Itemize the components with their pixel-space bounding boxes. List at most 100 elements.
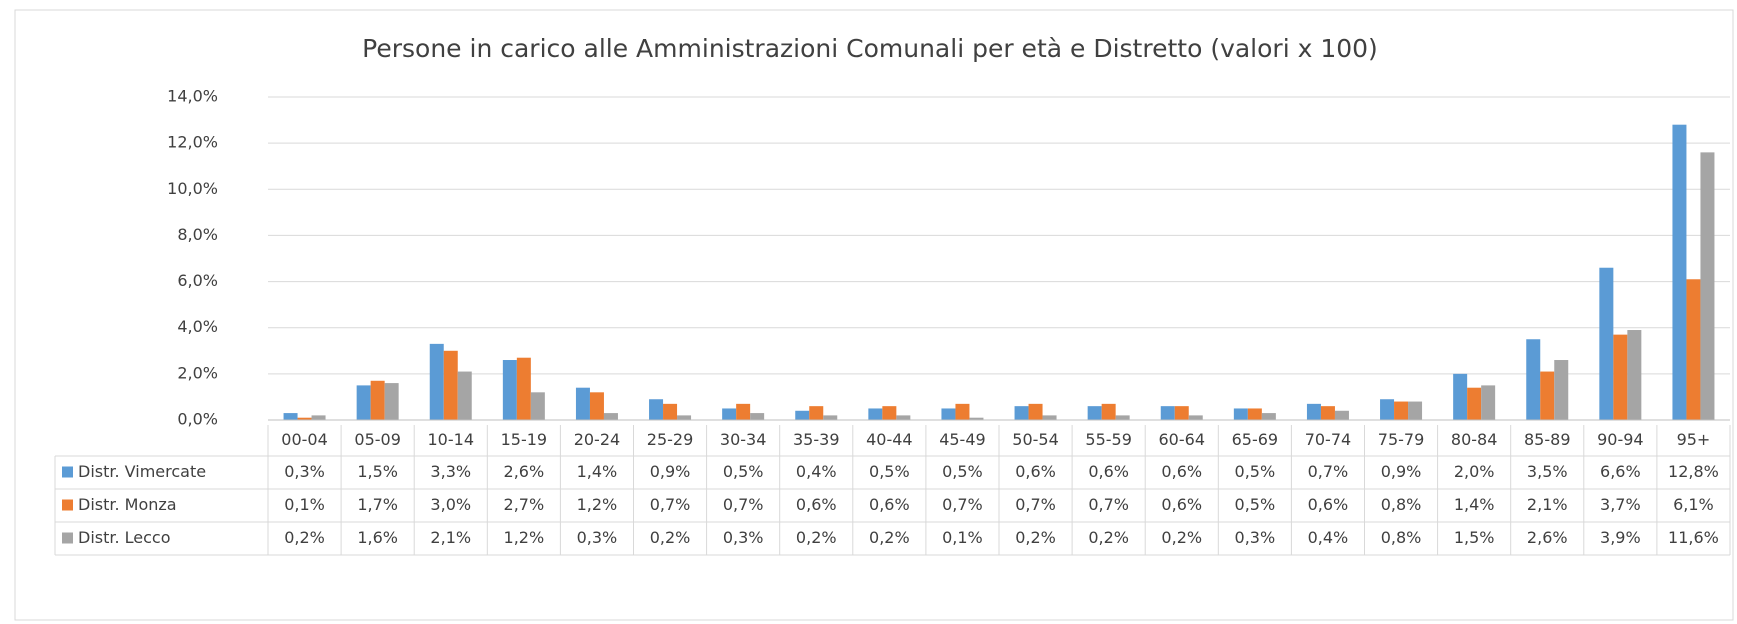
table-value: 0,7% [650, 495, 691, 514]
bar [429, 343, 444, 420]
bar [941, 408, 956, 420]
x-tick-label: 15-19 [501, 430, 548, 449]
legend-swatch [62, 466, 73, 478]
x-tick-label: 40-44 [866, 430, 913, 449]
bar [1247, 408, 1262, 420]
x-tick-label: 35-39 [793, 430, 840, 449]
y-tick-label: 4,0% [177, 317, 218, 336]
bar [882, 406, 897, 420]
bar [1174, 406, 1189, 420]
table-value: 0,2% [650, 528, 691, 547]
bar [1613, 334, 1628, 420]
bar [530, 392, 545, 420]
bar [1526, 339, 1541, 420]
table-value: 1,5% [1454, 528, 1495, 547]
table-value: 6,6% [1600, 462, 1641, 481]
x-tick-label: 95+ [1677, 430, 1711, 449]
bar [1700, 152, 1715, 420]
bar [443, 350, 458, 420]
bar [516, 357, 531, 420]
x-tick-label: 75-79 [1378, 430, 1425, 449]
bar [356, 385, 371, 420]
bar [384, 383, 399, 420]
bar [457, 371, 472, 420]
bar [575, 387, 590, 420]
table-value: 1,7% [357, 495, 398, 514]
x-tick-label: 10-14 [428, 430, 475, 449]
y-tick-label: 2,0% [177, 363, 218, 382]
table-value: 0,6% [1015, 462, 1056, 481]
table-value: 0,5% [869, 462, 910, 481]
table-value: 0,9% [650, 462, 691, 481]
table-value: 0,5% [942, 462, 983, 481]
table-value: 0,7% [723, 495, 764, 514]
table-value: 0,5% [1235, 462, 1276, 481]
table-value: 1,6% [357, 528, 398, 547]
bar [1599, 267, 1614, 420]
bar [1101, 403, 1116, 420]
bar [809, 406, 824, 420]
table-value: 0,7% [1015, 495, 1056, 514]
x-tick-label: 25-29 [647, 430, 694, 449]
table-value: 3,7% [1600, 495, 1641, 514]
table-value: 0,6% [1088, 462, 1129, 481]
bar [663, 403, 678, 420]
x-tick-label: 45-49 [939, 430, 986, 449]
table-value: 3,0% [430, 495, 471, 514]
table-value: 12,8% [1668, 462, 1719, 481]
x-tick-label: 85-89 [1524, 430, 1571, 449]
table-value: 0,1% [284, 495, 325, 514]
bar [1115, 415, 1130, 420]
bar [1394, 401, 1409, 420]
bar [955, 403, 970, 420]
bar [868, 408, 883, 420]
table-value: 0,1% [942, 528, 983, 547]
bar [677, 415, 692, 420]
bar [1014, 406, 1029, 420]
table-value: 2,1% [1527, 495, 1568, 514]
legend-label: Distr. Vimercate [78, 462, 206, 481]
x-tick-label: 20-24 [574, 430, 621, 449]
table-value: 0,8% [1381, 528, 1422, 547]
bar [1233, 408, 1248, 420]
bar [969, 417, 984, 420]
bar [297, 417, 312, 420]
bar [1380, 399, 1395, 420]
table-value: 0,7% [942, 495, 983, 514]
table-value: 2,0% [1454, 462, 1495, 481]
y-tick-label: 12,0% [167, 133, 218, 152]
bar [1540, 371, 1555, 420]
table-value: 0,3% [723, 528, 764, 547]
table-value: 0,6% [1161, 495, 1202, 514]
chart-frame [14, 9, 1734, 621]
bar [1160, 406, 1175, 420]
bar [736, 403, 751, 420]
y-tick-label: 10,0% [167, 179, 218, 198]
table-value: 0,6% [796, 495, 837, 514]
bar [1188, 415, 1203, 420]
bar [1627, 330, 1642, 420]
table-value: 0,2% [1088, 528, 1129, 547]
x-tick-label: 90-94 [1597, 430, 1644, 449]
bar [603, 413, 618, 420]
x-tick-label: 30-34 [720, 430, 767, 449]
table-value: 0,4% [796, 462, 837, 481]
table-value: 0,6% [1308, 495, 1349, 514]
x-tick-label: 80-84 [1451, 430, 1498, 449]
y-tick-label: 6,0% [177, 271, 218, 290]
table-value: 2,6% [504, 462, 545, 481]
bar [722, 408, 737, 420]
table-value: 0,3% [577, 528, 618, 547]
bar [896, 415, 911, 420]
table-value: 0,8% [1381, 495, 1422, 514]
chart-title: Persone in carico alle Amministrazioni C… [362, 34, 1378, 63]
x-tick-label: 65-69 [1232, 430, 1279, 449]
y-tick-label: 14,0% [167, 87, 218, 106]
table-value: 0,6% [1161, 462, 1202, 481]
bar [649, 399, 664, 420]
y-tick-label: 8,0% [177, 225, 218, 244]
table-value: 0,9% [1381, 462, 1422, 481]
table-value: 3,5% [1527, 462, 1568, 481]
x-tick-label: 70-74 [1305, 430, 1352, 449]
table-value: 3,3% [430, 462, 471, 481]
